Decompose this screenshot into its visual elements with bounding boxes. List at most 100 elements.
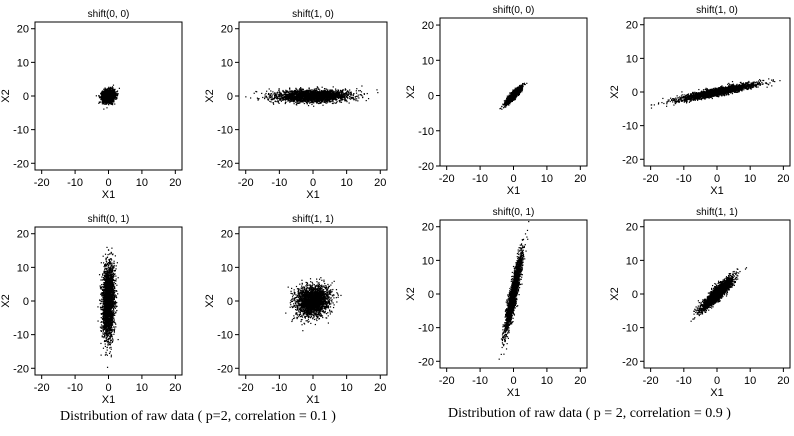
data-point [295, 88, 298, 90]
data-point [114, 93, 116, 95]
data-point [317, 97, 319, 99]
data-point [265, 92, 267, 95]
data-point [352, 97, 354, 99]
data-point [117, 93, 119, 95]
data-point [101, 91, 103, 93]
data-point [346, 100, 348, 103]
data-point [333, 92, 335, 95]
data-point [315, 98, 317, 101]
data-point [106, 102, 108, 104]
data-point [112, 93, 114, 95]
data-point [107, 91, 109, 93]
data-point [286, 90, 289, 92]
data-point [285, 91, 287, 93]
data-point [284, 102, 286, 105]
data-point [313, 92, 315, 95]
data-point [354, 96, 356, 98]
data-point [338, 99, 340, 102]
data-point [313, 94, 315, 96]
data-point [112, 100, 114, 102]
data-point [310, 101, 312, 104]
data-point [322, 99, 324, 101]
data-point [320, 99, 322, 102]
data-point [321, 91, 324, 93]
data-point [293, 90, 296, 92]
data-point [329, 90, 331, 92]
data-point [344, 88, 346, 90]
data-point [329, 98, 331, 101]
data-point [298, 91, 300, 93]
data-point [307, 98, 310, 100]
data-point [291, 91, 293, 93]
data-point [304, 96, 306, 98]
data-point [355, 90, 357, 92]
data-point [344, 100, 346, 102]
data-point [306, 94, 308, 96]
data-point [316, 99, 319, 101]
data-point [108, 89, 110, 91]
data-point [376, 89, 378, 91]
data-point [355, 92, 358, 94]
data-point [286, 98, 288, 100]
data-point [320, 91, 322, 93]
data-point [314, 94, 316, 97]
data-point [317, 97, 320, 99]
data-point [336, 99, 338, 101]
data-point [293, 92, 295, 94]
data-point [293, 98, 295, 100]
data-point [286, 94, 289, 96]
data-point [333, 91, 335, 93]
data-point [317, 102, 319, 104]
data-point [331, 100, 333, 102]
data-point [277, 96, 279, 98]
data-point [331, 93, 333, 95]
data-point [111, 94, 114, 96]
data-point [104, 92, 106, 94]
data-point [274, 100, 276, 103]
data-point [110, 90, 112, 92]
data-point [108, 86, 110, 88]
data-point [267, 98, 270, 100]
data-point [104, 102, 106, 104]
data-point [335, 90, 337, 92]
data-point [331, 90, 333, 92]
data-point [303, 90, 305, 92]
data-point [106, 107, 108, 109]
data-point [318, 100, 320, 102]
data-point [114, 92, 117, 94]
data-point [301, 100, 303, 103]
data-point [295, 100, 298, 102]
data-point [316, 93, 318, 95]
data-point [330, 97, 332, 99]
data-point [308, 97, 311, 99]
data-point [107, 87, 109, 89]
data-point [366, 92, 368, 95]
data-point [291, 92, 293, 94]
data-point [303, 102, 305, 105]
data-point [347, 97, 349, 99]
data-point [305, 100, 308, 102]
data-point [110, 99, 112, 101]
data-point [306, 95, 308, 98]
data-point [349, 89, 351, 91]
data-point [309, 95, 311, 98]
data-point [292, 98, 294, 100]
data-point [296, 101, 298, 103]
data-point [293, 93, 295, 95]
data-point [312, 96, 314, 99]
data-point [334, 92, 336, 94]
data-point [314, 97, 316, 100]
data-point [329, 97, 332, 99]
data-point [116, 94, 118, 96]
data-point [350, 98, 352, 100]
data-point [295, 101, 297, 103]
data-point [271, 96, 273, 98]
data-point [319, 102, 321, 104]
data-point [277, 100, 279, 102]
data-point [312, 93, 314, 95]
data-point [297, 89, 299, 91]
data-point [298, 95, 301, 97]
data-point [316, 90, 318, 92]
data-point [303, 98, 305, 100]
